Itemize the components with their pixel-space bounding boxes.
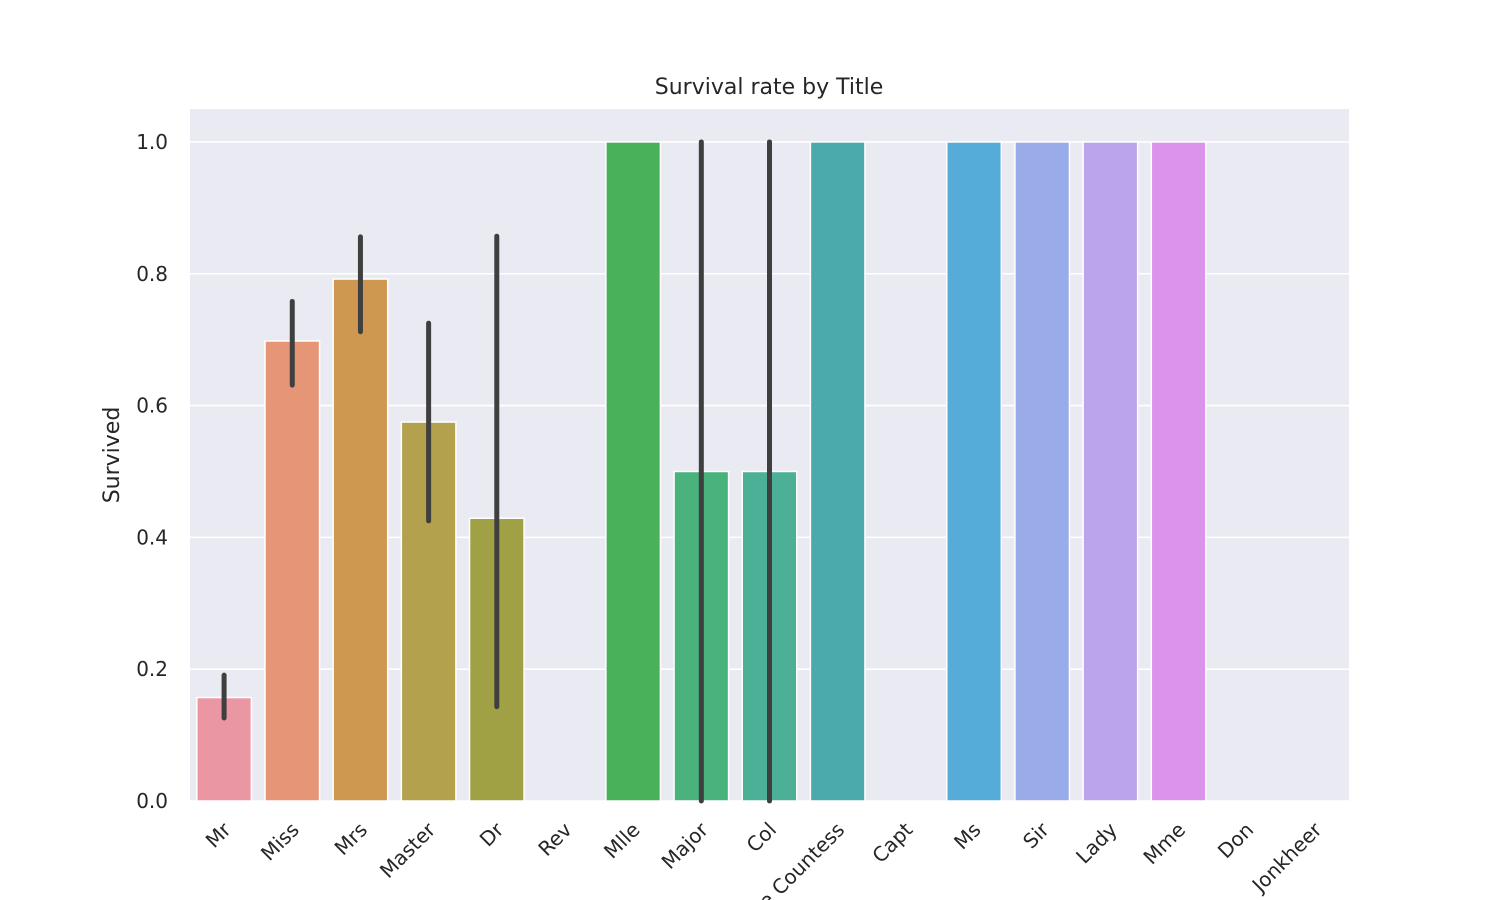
- y-tick-labels: 0.0 0.2 0.4 0.6 0.8 1.0: [136, 130, 168, 813]
- y-tick-label: 0.2: [136, 657, 168, 681]
- y-axis-label: Survived: [100, 407, 125, 504]
- bar-miss: [264, 340, 321, 802]
- y-tick-label: 0.6: [136, 394, 168, 418]
- x-tick-label: Rev: [533, 817, 576, 860]
- bar-mrs: [332, 278, 389, 802]
- x-tick-label: Mme: [1138, 818, 1190, 870]
- bar-mlle: [605, 141, 662, 802]
- chart-title: Survival rate by Title: [655, 75, 884, 100]
- bar-ms: [946, 141, 1003, 802]
- x-tick-label: Don: [1213, 818, 1258, 863]
- x-tick-label: Jonkheer: [1246, 817, 1327, 898]
- bar-mme: [1150, 141, 1207, 802]
- y-tick-label: 1.0: [136, 130, 168, 154]
- y-tick-label: 0.4: [136, 525, 168, 549]
- x-tick-label: Ms: [949, 818, 986, 855]
- x-tick-label: Dr: [475, 817, 509, 851]
- x-tick-label: Capt: [867, 817, 917, 867]
- x-tick-label: Mrs: [330, 818, 372, 860]
- x-tick-label: Lady: [1071, 817, 1122, 868]
- x-tick-label: Master: [375, 817, 441, 883]
- bar-lady: [1082, 141, 1139, 802]
- y-tick-label: 0.8: [136, 262, 168, 286]
- error-bars: [221, 139, 772, 804]
- x-tick-label: Col: [742, 818, 781, 857]
- bar-sir: [1014, 141, 1071, 802]
- x-tick-label: Miss: [256, 818, 304, 866]
- bar-the-countess: [809, 141, 866, 802]
- x-tick-label: Mlle: [599, 818, 645, 864]
- x-tick-label: Mr: [201, 817, 237, 853]
- x-tick-label: Major: [657, 817, 714, 874]
- x-tick-label: Sir: [1018, 817, 1054, 853]
- y-tick-label: 0.0: [136, 789, 168, 813]
